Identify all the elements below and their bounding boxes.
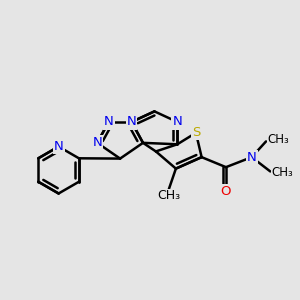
Text: S: S bbox=[192, 126, 200, 139]
Text: N: N bbox=[54, 140, 64, 153]
Text: CH₃: CH₃ bbox=[157, 190, 180, 202]
Text: CH₃: CH₃ bbox=[267, 134, 289, 146]
Text: O: O bbox=[221, 185, 231, 198]
Text: N: N bbox=[104, 116, 113, 128]
Text: N: N bbox=[172, 116, 182, 128]
Text: CH₃: CH₃ bbox=[272, 167, 293, 179]
Text: N: N bbox=[127, 116, 136, 128]
Text: N: N bbox=[92, 136, 102, 149]
Text: N: N bbox=[247, 151, 256, 164]
